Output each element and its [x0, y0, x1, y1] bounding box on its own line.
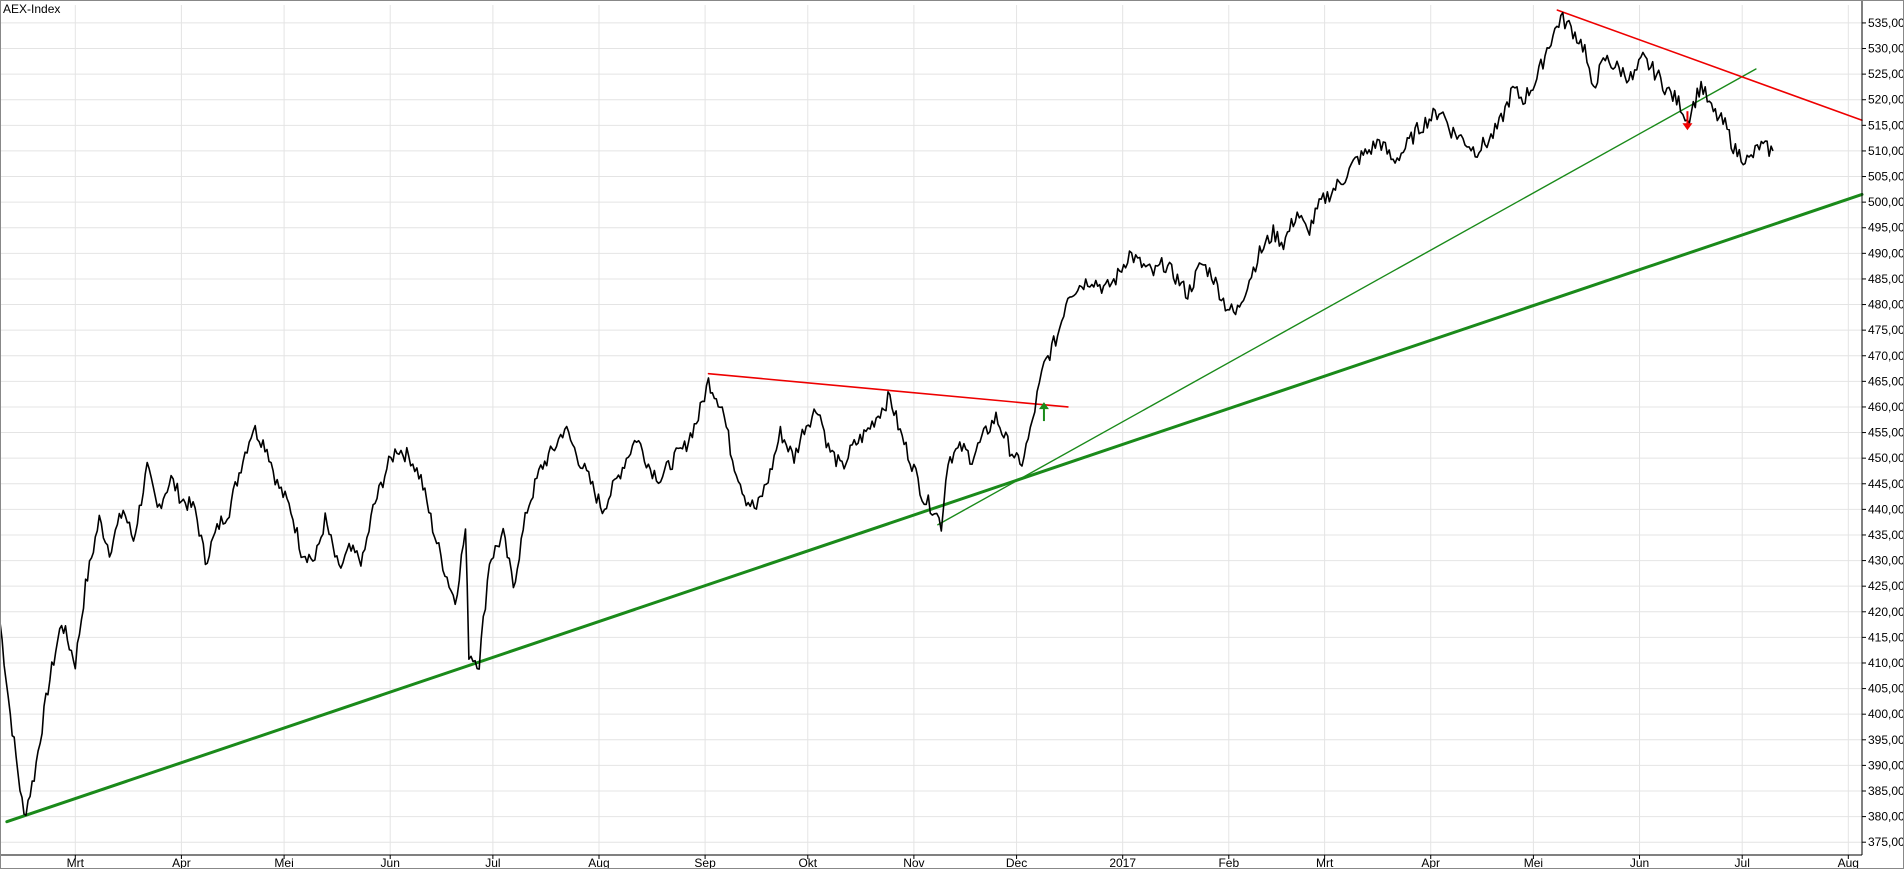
- y-tick-label: 430,00: [1868, 554, 1904, 568]
- y-tick-label: 520,00: [1868, 93, 1904, 107]
- x-tick-label: Sep: [694, 856, 716, 869]
- chart-title: AEX-Index: [3, 2, 61, 16]
- y-tick-label: 535,00: [1868, 16, 1904, 30]
- x-tick-label: Apr: [1421, 856, 1440, 869]
- y-tick-label: 385,00: [1868, 784, 1904, 798]
- x-tick-label: Apr: [172, 856, 191, 869]
- x-tick-label: Jun: [381, 856, 400, 869]
- y-tick-label: 445,00: [1868, 477, 1904, 491]
- y-tick-label: 525,00: [1868, 67, 1904, 81]
- signal-arrows: [1038, 111, 1693, 422]
- grid: [0, 5, 1862, 855]
- x-tick-label: Feb: [1218, 856, 1239, 869]
- y-tick-label: 490,00: [1868, 246, 1904, 260]
- trendlines: [5, 9, 1864, 824]
- arrow-down-icon: [1682, 111, 1693, 131]
- x-tick-label: 2017: [1109, 856, 1136, 869]
- y-tick-label: 440,00: [1868, 502, 1904, 516]
- y-tick-label: 470,00: [1868, 349, 1904, 363]
- x-tick-label: Jun: [1630, 856, 1649, 869]
- y-tick-label: 505,00: [1868, 170, 1904, 184]
- y-tick-label: 380,00: [1868, 810, 1904, 824]
- y-tick-label: 530,00: [1868, 42, 1904, 56]
- x-tick-label: Jul: [485, 856, 500, 869]
- trendline: [707, 372, 1069, 408]
- y-tick-label: 455,00: [1868, 426, 1904, 440]
- arrow-head: [1682, 123, 1693, 131]
- x-tick-label: Mei: [1524, 856, 1543, 869]
- y-tick-label: 450,00: [1868, 451, 1904, 465]
- x-tick-label: Mrt: [67, 856, 85, 869]
- y-tick-label: 405,00: [1868, 682, 1904, 696]
- x-tick-label: Nov: [903, 856, 924, 869]
- arrow-up-icon: [1038, 402, 1049, 422]
- y-tick-label: 415,00: [1868, 630, 1904, 644]
- x-tick-label: Okt: [798, 856, 817, 869]
- y-tick-label: 515,00: [1868, 118, 1904, 132]
- trendline: [5, 192, 1864, 824]
- y-tick-label: 485,00: [1868, 272, 1904, 286]
- x-tick-label: Mrt: [1316, 856, 1334, 869]
- y-tick-label: 395,00: [1868, 733, 1904, 747]
- y-tick-label: 460,00: [1868, 400, 1904, 414]
- y-tick-label: 500,00: [1868, 195, 1904, 209]
- x-tick-label: Aug: [588, 856, 609, 869]
- arrow-head: [1038, 402, 1049, 410]
- y-tick-label: 480,00: [1868, 298, 1904, 312]
- y-tick-label: 510,00: [1868, 144, 1904, 158]
- y-tick-label: 425,00: [1868, 579, 1904, 593]
- x-tick-label: Aug: [1838, 856, 1859, 869]
- x-tick-label: Jul: [1735, 856, 1750, 869]
- y-tick-label: 495,00: [1868, 221, 1904, 235]
- price-series: [0, 11, 1774, 817]
- y-tick-label: 435,00: [1868, 528, 1904, 542]
- trendline: [937, 68, 1757, 526]
- x-tick-label: Dec: [1006, 856, 1027, 869]
- y-tick-label: 420,00: [1868, 605, 1904, 619]
- y-tick-label: 375,00: [1868, 835, 1904, 849]
- y-tick-label: 465,00: [1868, 374, 1904, 388]
- trendline: [1556, 9, 1863, 122]
- x-tick-label: Mei: [274, 856, 293, 869]
- y-tick-label: 410,00: [1868, 656, 1904, 670]
- y-tick-label: 390,00: [1868, 758, 1904, 772]
- y-tick-label: 400,00: [1868, 707, 1904, 721]
- series-line: [0, 11, 1774, 817]
- y-tick-label: 475,00: [1868, 323, 1904, 337]
